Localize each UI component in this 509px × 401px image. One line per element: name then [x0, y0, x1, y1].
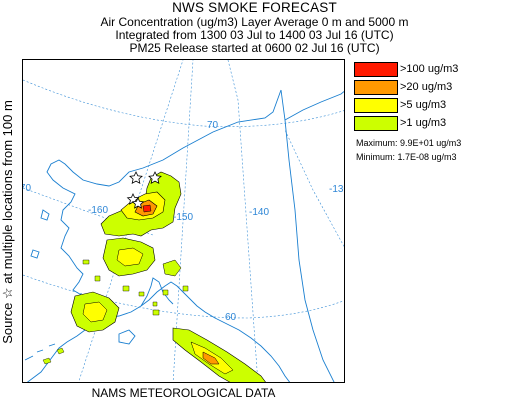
lat-label-70: 70	[207, 120, 219, 131]
coastline	[24, 89, 344, 382]
legend-row-gt5: >5 ug/m3	[353, 96, 503, 114]
longitude-130-line	[284, 129, 344, 247]
aleutian-chain	[24, 343, 56, 361]
legend: >100 ug/m3 >20 ug/m3 >5 ug/m3 >1 ug/m3 M…	[353, 60, 503, 162]
alaska-map: -170 -160 -150 -140 -130 70 60	[23, 60, 345, 382]
integration-period: Integrated from 1300 03 Jul to 1400 03 J…	[115, 28, 394, 42]
lon-label-130: -130	[329, 184, 345, 195]
legend-label-gt20: >20 ug/m3	[400, 81, 453, 93]
contour-gt5-southwest	[82, 301, 108, 323]
legend-label-gt1: >1 ug/m3	[400, 117, 447, 129]
star-outline-icon	[131, 197, 145, 209]
legend-row-gt20: >20 ug/m3	[353, 78, 503, 96]
kodiak-island	[118, 329, 136, 345]
contour-gt100-north	[142, 204, 152, 213]
lon-label-170: -170	[23, 183, 31, 194]
contour-gt1-speckles	[82, 259, 189, 316]
star-outline-icon	[148, 171, 162, 184]
contour-gt1-aleutian-speck	[42, 347, 65, 365]
graticule-labels: -170 -160 -150 -140 -130 70 60	[23, 120, 345, 323]
border-panhandle	[280, 89, 335, 382]
legend-label-gt100: >100 ug/m3	[400, 63, 459, 75]
source-label: Source ☆ at multiple locations from 100 …	[0, 100, 15, 344]
legend-row-gt1: >1 ug/m3	[353, 114, 503, 132]
lon-label-140: -140	[249, 207, 269, 218]
source-markers	[126, 171, 162, 209]
legend-minimum: Minimum: 1.7E-08 ug/m3	[356, 152, 457, 162]
alaska-coastline	[26, 89, 282, 382]
contour-gt20-gulf	[202, 351, 220, 365]
page-title: NWS SMOKE FORECAST	[172, 0, 337, 15]
bering-island-2	[30, 249, 40, 259]
star-outline-icon	[129, 171, 143, 184]
lon-label-150: -150	[173, 212, 193, 223]
map-panel: -170 -160 -150 -140 -130 70 60	[22, 59, 345, 383]
lon-label-160: -160	[88, 205, 108, 216]
contour-gt1-gulf	[172, 327, 266, 382]
legend-swatch-gt100	[354, 62, 398, 77]
smoke-contours	[42, 171, 266, 382]
legend-maximum: Maximum: 9.9E+01 ug/m3	[356, 138, 462, 148]
release-start: PM25 Release started at 0600 02 Jul 16 (…	[129, 41, 380, 55]
met-data-label: NAMS METEOROLOGICAL DATA	[91, 386, 276, 400]
bering-island-1	[40, 209, 50, 221]
legend-swatch-gt20	[354, 80, 398, 95]
cook-inlet	[140, 277, 174, 307]
contour-gt1-yukon-patch	[162, 259, 182, 277]
legend-row-gt100: >100 ug/m3	[353, 60, 503, 78]
concentration-subtitle: Air Concentration (ug/m3) Layer Average …	[100, 15, 409, 29]
legend-swatch-gt1	[354, 116, 398, 131]
gulf-of-alaska-coast	[102, 281, 291, 382]
latitude-70-line	[23, 79, 344, 127]
canada-north-coast	[284, 91, 344, 121]
longitude-140-line	[227, 60, 259, 382]
legend-label-gt5: >5 ug/m3	[400, 99, 447, 111]
legend-swatch-gt5	[354, 98, 398, 113]
lat-label-60: 60	[225, 312, 237, 323]
contour-gt5-central	[116, 247, 144, 267]
